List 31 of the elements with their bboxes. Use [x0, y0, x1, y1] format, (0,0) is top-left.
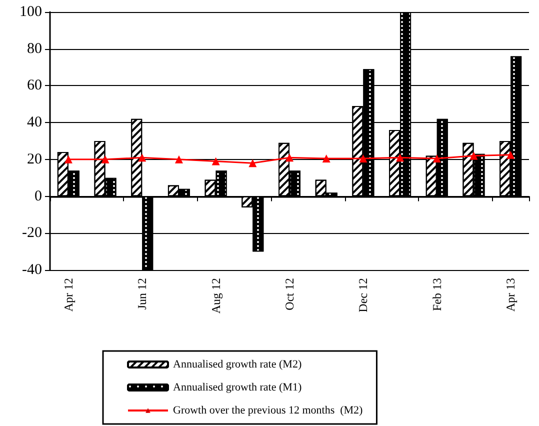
- point: [506, 150, 515, 159]
- point: [174, 155, 183, 164]
- point: [212, 157, 220, 166]
- x-tick-label: Apr 13: [504, 278, 518, 312]
- y-tick-label: 40: [27, 114, 42, 131]
- y-tick-label: 100: [20, 4, 42, 20]
- point: [101, 155, 110, 164]
- point: [359, 154, 368, 163]
- x-tick-label: Dec 12: [356, 278, 370, 312]
- y-tick-label: 80: [27, 40, 42, 57]
- point: [248, 159, 257, 168]
- point: [286, 154, 294, 162]
- point: [396, 154, 404, 162]
- legend-label: Annualised growth rate (M1): [173, 382, 302, 394]
- x-tick-label: Jun 12: [135, 278, 150, 310]
- y-tick-label: -40: [22, 262, 42, 278]
- y-tick-label: 60: [27, 78, 42, 94]
- legend-label: Annualised growth rate (M2): [173, 358, 302, 370]
- y-tick-label: -20: [22, 225, 42, 242]
- point: [322, 154, 330, 163]
- x-tick-label: Oct 12: [282, 278, 296, 310]
- y-tick-label: 0: [34, 188, 42, 204]
- legend-label: Growth over the previous 12 months (M2): [173, 404, 364, 416]
- point: [64, 155, 72, 164]
- x-tick-label: Apr 12: [61, 278, 76, 312]
- x-tick-label: Aug 12: [208, 278, 223, 314]
- point: [470, 152, 478, 160]
- x-tick-label: Feb 13: [430, 278, 444, 311]
- point: [138, 154, 146, 162]
- y-tick-label: 20: [27, 151, 42, 168]
- point: [432, 154, 441, 163]
